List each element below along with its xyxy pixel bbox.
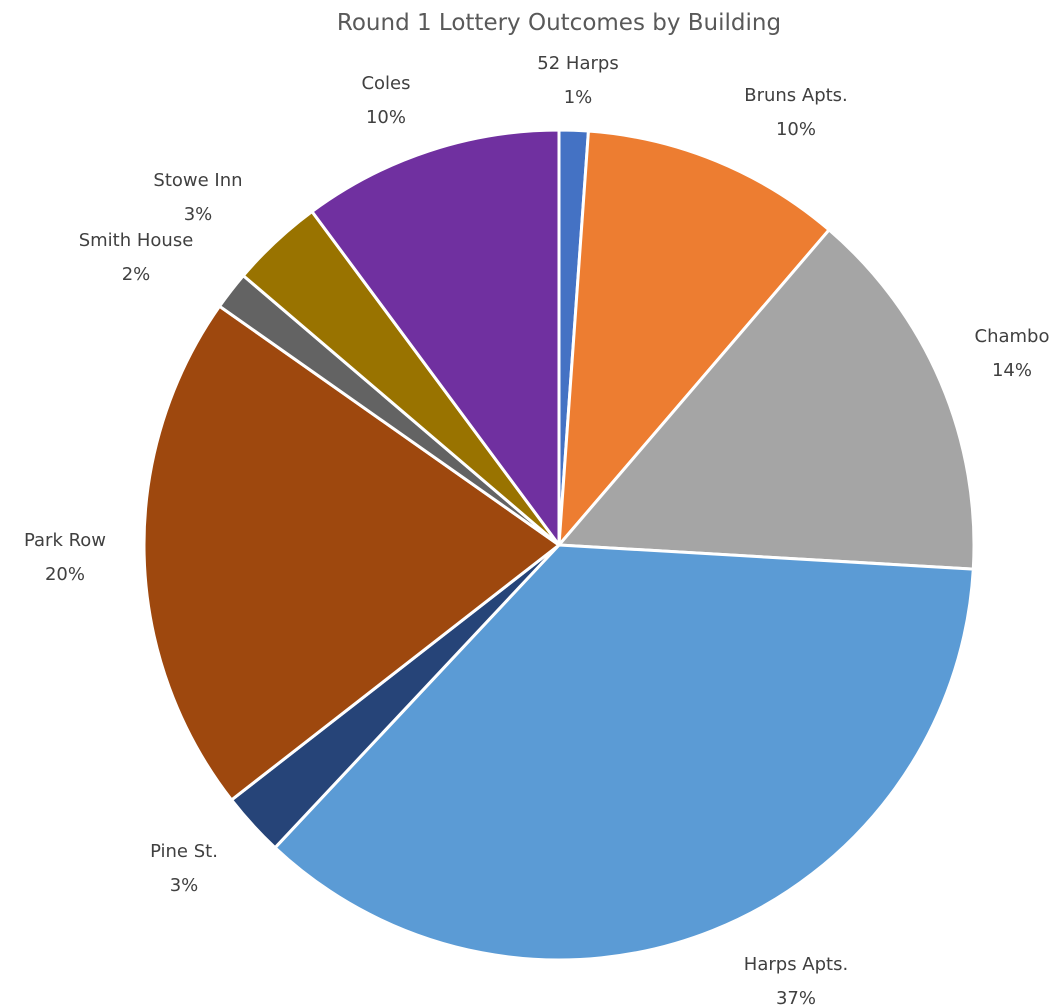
pie-slice-harps-apts	[273, 543, 975, 962]
slice-category-label: Chambo	[975, 326, 1050, 347]
slice-label: Chambo 14%	[975, 326, 1050, 381]
slice-label: Park Row 20%	[24, 530, 106, 585]
slice-percent-label: 10%	[366, 107, 406, 128]
slice-category-label: Stowe Inn	[153, 170, 242, 191]
slice-label: 52 Harps 1%	[537, 53, 618, 108]
pie-slice-bruns-apts	[557, 129, 831, 547]
slice-percent-label: 3%	[170, 875, 199, 896]
slice-percent-label: 37%	[776, 988, 816, 1008]
slice-category-label: Bruns Apts.	[744, 85, 848, 106]
pie-slice-chambo	[557, 228, 976, 571]
slice-label: Coles 10%	[361, 73, 410, 128]
slice-percent-label: 3%	[184, 204, 213, 225]
slice-percent-label: 10%	[776, 119, 816, 140]
pie-labels: 52 Harps 1% Bruns Apts. 10% Chambo 14% Harps A…	[24, 53, 1050, 1008]
slice-percent-label: 14%	[992, 360, 1032, 381]
slice-category-label: Pine St.	[150, 841, 218, 862]
slice-category-label: Smith House	[79, 230, 194, 251]
slice-label: Pine St. 3%	[150, 841, 218, 896]
slice-label: Harps Apts. 37%	[744, 954, 848, 1008]
slice-category-label: Harps Apts.	[744, 954, 848, 975]
slice-category-label: Coles	[361, 73, 410, 94]
chart-title: Round 1 Lottery Outcomes by Building	[337, 10, 781, 36]
slice-label: Smith House 2%	[79, 230, 194, 285]
pie-slices	[142, 128, 976, 962]
slice-percent-label: 20%	[45, 564, 85, 585]
slice-percent-label: 2%	[122, 264, 151, 285]
slice-label: Bruns Apts. 10%	[744, 85, 848, 140]
slice-category-label: Park Row	[24, 530, 106, 551]
pie-slice-coles	[310, 128, 561, 547]
pie-slice-park-row	[142, 304, 561, 802]
slice-percent-label: 1%	[564, 87, 593, 108]
slice-category-label: 52 Harps	[537, 53, 618, 74]
slice-label: Stowe Inn 3%	[153, 170, 242, 225]
